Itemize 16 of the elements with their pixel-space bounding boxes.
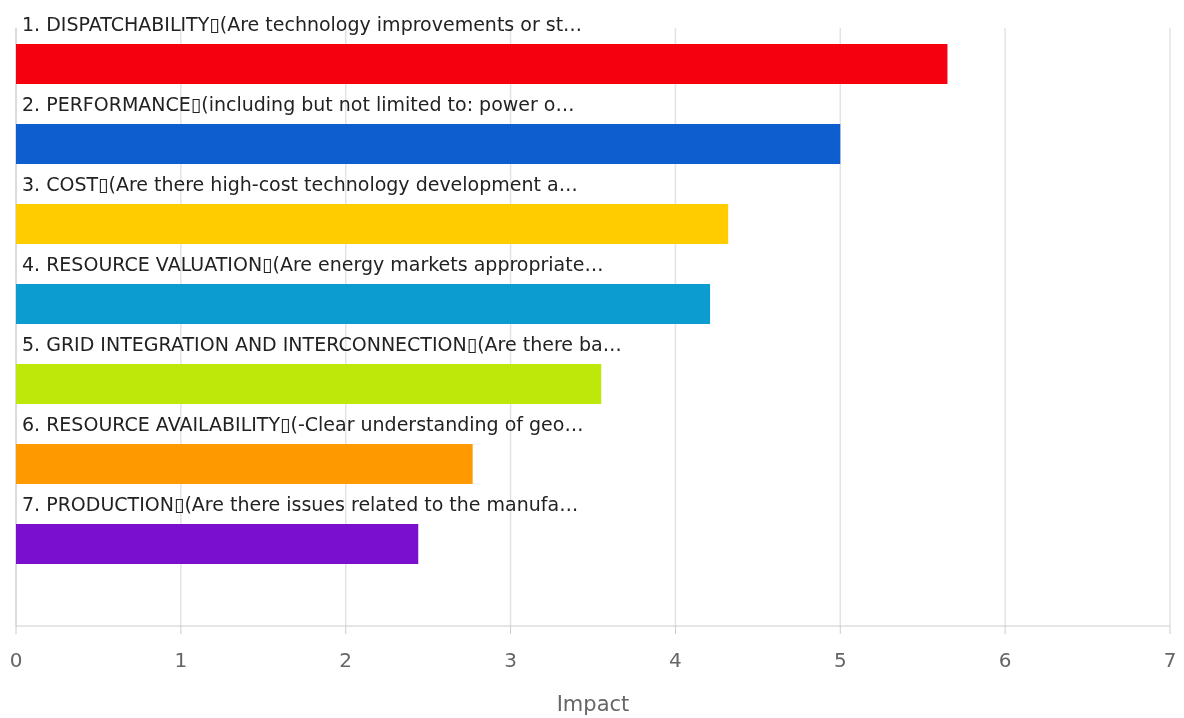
x-tick-label: 7 <box>1163 648 1177 672</box>
x-axis-title: Impact <box>556 692 630 716</box>
y-tick-label: 4. RESOURCE VALUATION▯(Are energy markets appropriate… <box>22 253 604 275</box>
x-tick-label: 0 <box>9 648 23 672</box>
x-tick-label: 6 <box>998 648 1012 672</box>
x-tick-label: 5 <box>833 648 847 672</box>
x-tick-label: 4 <box>669 648 682 672</box>
x-tick-label: 3 <box>504 648 517 672</box>
y-tick-label: 2. PERFORMANCE▯(including but not limited to: power o… <box>22 93 575 115</box>
y-tick-label: 6. RESOURCE AVAILABILITY▯(-Clear understanding of geo… <box>22 413 584 435</box>
x-tick-label: 1 <box>174 648 188 672</box>
x-tick-label: 2 <box>339 648 353 672</box>
y-tick-label: 3. COST▯(Are there high-cost technology development a… <box>22 173 578 195</box>
y-tick-label: 7. PRODUCTION▯(Are there issues related to the manufa… <box>22 493 579 515</box>
y-tick-label: 1. DISPATCHABILITY▯(Are technology improvements or st… <box>22 13 583 35</box>
y-tick-label: 5. GRID INTEGRATION AND INTERCONNECTION▯(Are there ba… <box>22 333 622 355</box>
